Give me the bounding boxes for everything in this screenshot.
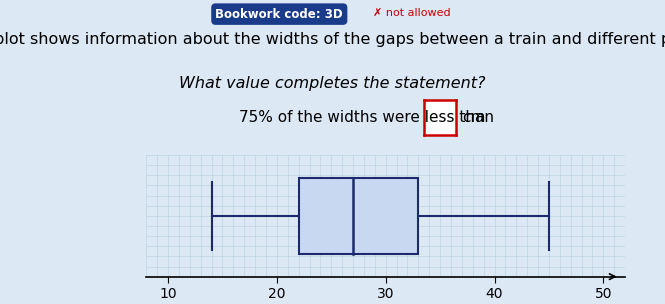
Text: ✗ not allowed: ✗ not allowed (374, 8, 451, 18)
Text: What value completes the statement?: What value completes the statement? (180, 76, 485, 91)
Text: 75% of the widths were less than: 75% of the widths were less than (239, 109, 494, 125)
Text: cm: cm (462, 109, 485, 125)
Text: Bookwork code: 3D: Bookwork code: 3D (215, 8, 343, 21)
Bar (299, 178, 418, 254)
Text: This box plot shows information about the widths of the gaps between a train and: This box plot shows information about th… (0, 32, 665, 47)
